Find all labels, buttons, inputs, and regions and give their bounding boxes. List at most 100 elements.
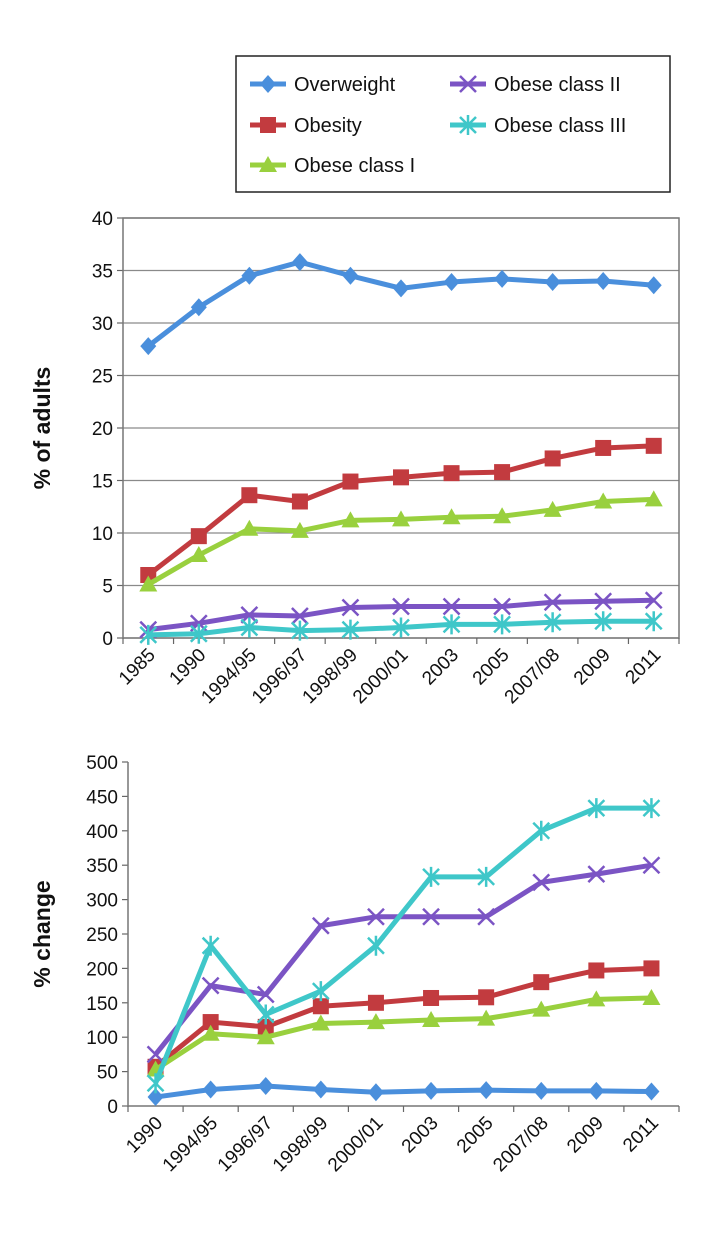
legend-marker-obese-class-iii [459,115,477,135]
data-point-obese-class-i [442,508,461,525]
chart-percent-change: 0 50 100 150 200 250 300 350 400 450 500 19901994/9… [29,753,680,1176]
data-point-obese-class-ii [594,592,613,611]
legend: Overweight Obesity Obese class I Obese clas… [235,55,671,193]
data-point-overweight [544,273,561,292]
data-point-obese-class-ii [442,597,461,616]
legend-label-obesity: Obesity [294,115,362,137]
data-point-obese-class-i [256,1028,275,1045]
y-tick-label: 25 [92,367,113,388]
data-point-obese-class-ii [146,1045,165,1064]
plot-frame [122,217,680,639]
y-tick-label: 200 [86,959,118,980]
data-point-obese-class-iii [587,798,606,819]
data-point-obesity [291,493,308,510]
x-tick-label: 2000/01 [324,1113,387,1176]
x-tick-label: 1996/97 [248,645,311,708]
data-point-obese-class-iii [201,935,220,956]
data-point-obese-class-i [644,490,663,507]
x-tick-label: 2009 [570,645,615,690]
y-tick-label: 15 [92,472,113,493]
data-point-overweight [147,1088,164,1107]
data-point-obesity [494,464,511,481]
data-point-obese-class-ii [201,976,220,995]
data-point-obesity [588,962,605,979]
series-line-obesity [153,965,652,1069]
data-point-obese-class-iii [139,624,158,645]
data-point-obese-class-iii [311,981,330,1002]
data-point-obese-class-iii [392,617,410,638]
data-point-overweight [312,1080,329,1099]
y-tick-label: 0 [107,1097,118,1118]
series-obesity [147,960,660,1075]
data-point-obesity [643,960,660,977]
data-point-obese-class-i [290,521,309,538]
data-point-obese-class-i [493,507,512,524]
y-tick-label: 5 [102,577,113,598]
data-point-obesity [393,469,409,486]
y-tick-label: 350 [86,856,118,877]
x-tick-label: 1990 [166,645,211,690]
data-point-obese-class-ii [311,916,330,935]
data-point-overweight [595,272,612,290]
data-point-obesity [190,528,207,545]
data-point-obese-class-ii [543,593,562,612]
data-point-obese-class-i [594,492,613,509]
data-point-obese-class-i [189,546,208,563]
x-tick-label: 1994/95 [197,645,260,708]
data-point-obese-class-iii [644,611,663,632]
data-point-obesity [367,994,384,1011]
data-point-obese-class-ii [256,985,275,1004]
data-point-obesity [257,1018,274,1035]
series-overweight [147,1077,660,1107]
legend-marker-obese-class-i [259,156,277,172]
data-point-obesity [595,439,612,456]
legend-label-overweight: Overweight [294,74,396,96]
data-point-obesity [544,450,561,467]
data-point-obesity [533,974,550,991]
data-point-overweight [241,266,258,285]
x-tick-label: 2009 [563,1113,608,1158]
data-point-obese-class-iii [256,1004,275,1025]
y-axis-label: % change [29,880,55,987]
legend-marker-obesity [260,117,276,133]
x-tick-label: 1996/97 [214,1113,277,1176]
data-point-obese-class-i [477,1009,496,1026]
data-point-obese-class-i [201,1024,220,1041]
series-obese-class-ii [139,591,663,639]
y-tick-label: 400 [86,822,118,843]
y-tick-label: 10 [92,524,113,545]
data-point-overweight [291,253,308,272]
data-point-obese-class-i [422,1011,441,1027]
data-point-overweight [202,1080,219,1099]
data-point-overweight [140,337,157,356]
y-tick-label: 30 [92,314,113,335]
x-tick-label: 2011 [619,1113,663,1157]
x-tick-label: 2007/08 [489,1113,552,1176]
data-point-obese-class-iii [532,820,551,841]
series-line-obese-class-ii [153,862,652,1056]
data-point-obese-class-iii [367,935,385,956]
data-point-obese-class-ii [644,591,663,610]
y-tick-label: 50 [97,1063,118,1084]
y-tick-label: 300 [86,891,118,912]
data-point-obesity [140,567,157,583]
series-line-obese-class-i [154,995,652,1072]
y-tick-label: 450 [86,787,118,808]
legend-label-obese-class-i: Obese class I [294,155,415,177]
y-tick-label: 150 [86,994,118,1015]
data-point-obese-class-i [341,511,360,528]
data-point-obese-class-iii [422,866,440,887]
y-tick-label: 0 [102,629,113,650]
data-point-overweight [588,1081,605,1100]
series-obese-class-ii [146,856,661,1064]
legend-marker-obese-class-ii [459,75,477,93]
x-tick-label: 2005 [453,1113,498,1158]
data-point-obese-class-i [543,500,562,517]
data-point-overweight [393,279,409,298]
series-line-overweight [146,259,654,349]
data-point-obese-class-ii [532,873,551,892]
data-point-obese-class-iii [642,798,661,819]
y-tick-label: 100 [86,1028,118,1049]
x-tick-label: 2005 [469,645,514,690]
legend-marker-overweight [260,75,276,93]
